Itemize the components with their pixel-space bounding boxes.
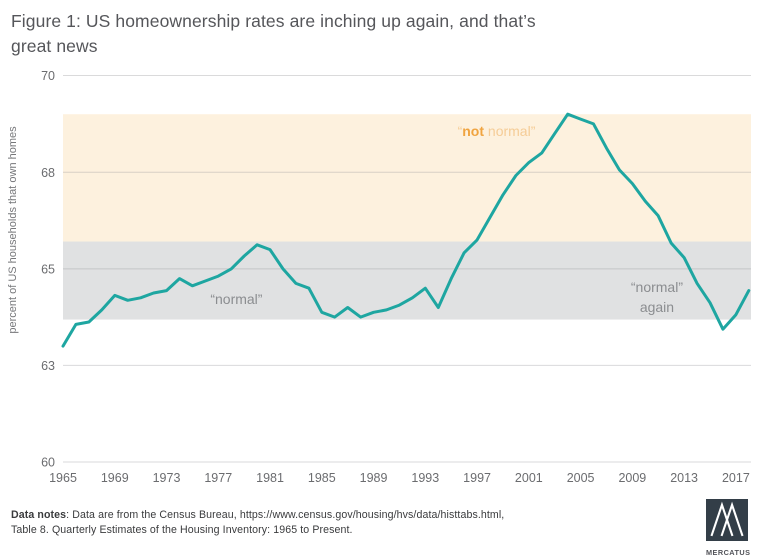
x-tick-label: 2009 [618, 471, 646, 485]
band-label-not-normal: “not normal” [458, 123, 536, 139]
x-tick-label: 2013 [670, 471, 698, 485]
data-notes-line2: Table 8. Quarterly Estimates of the Hous… [11, 523, 353, 536]
band-not-normal [63, 114, 751, 242]
homeownership-chart-svg: 60 63 65 68 70 1965 1969 1973 1977 1981 1985 1989 19… [7, 69, 751, 485]
y-tick-label: 60 [41, 456, 55, 470]
figure-title: Figure 1: US homeownership rates are inc… [11, 9, 536, 59]
x-tick-label: 1997 [463, 471, 491, 485]
data-notes: Data notes: Data are from the Census Bur… [11, 508, 671, 537]
band-label-normal: “normal” [210, 291, 262, 307]
annotation-normal-again: “normal” again [631, 279, 683, 315]
homeownership-chart: 60 63 65 68 70 1965 1969 1973 1977 1981 1985 1989 19… [0, 58, 768, 498]
y-tick-label: 68 [41, 166, 55, 180]
mercatus-logo-mark-icon [706, 499, 748, 541]
x-tick-label: 1981 [256, 471, 284, 485]
y-axis-title: percent of US households that own homes [7, 126, 19, 334]
data-notes-line1: : Data are from the Census Bureau, https… [66, 509, 505, 521]
y-tick-label: 70 [41, 69, 55, 83]
y-tick-label: 65 [41, 262, 55, 276]
mercatus-logo-caption: MERCATUS [706, 548, 751, 557]
x-tick-label: 1965 [49, 471, 77, 485]
x-tick-label: 1993 [411, 471, 439, 485]
x-tick-label: 2005 [567, 471, 595, 485]
figure-title-line1: Figure 1: US homeownership rates are inc… [11, 11, 536, 31]
y-tick-label: 63 [41, 359, 55, 373]
rate-line [61, 112, 751, 348]
figure-title-line2: great news [11, 36, 98, 56]
x-tick-label: 2017 [722, 471, 750, 485]
mercatus-logo: MERCATUS [706, 499, 751, 557]
x-tick-label: 2001 [515, 471, 543, 485]
x-tick-label: 1973 [153, 471, 181, 485]
x-tick-label: 1985 [308, 471, 336, 485]
data-notes-label: Data notes [11, 509, 67, 521]
x-tick-label: 1969 [101, 471, 129, 485]
x-tick-label: 1977 [204, 471, 232, 485]
x-tick-label: 1989 [360, 471, 388, 485]
